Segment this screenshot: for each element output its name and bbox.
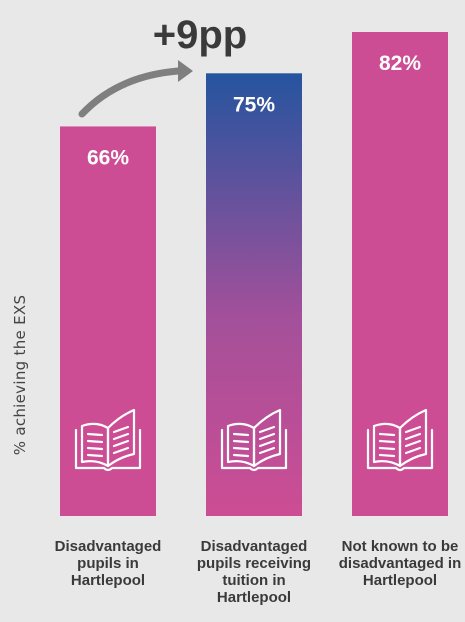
data-label-3: 82% [379,52,421,75]
open-book-icon [74,408,142,472]
open-book-icon [220,408,288,472]
arrow-head-icon [178,60,193,82]
y-axis-label: % achieving the EXS [11,294,29,456]
category-label-1: Disadvantaged pupils in Hartlepool [54,538,162,589]
data-label-1: 66% [87,146,129,169]
category-label-2: Disadvantaged pupils receiving tuition i… [196,538,312,606]
y-axis-label-wrap: % achieving the EXS [8,230,32,520]
category-label-3: Not known to be disadvantaged in Hartlep… [338,538,462,589]
data-label-2: 75% [233,93,275,116]
increase-arrow [78,67,182,118]
open-book-icon [366,408,434,472]
change-annotation: +9pp [153,13,247,57]
